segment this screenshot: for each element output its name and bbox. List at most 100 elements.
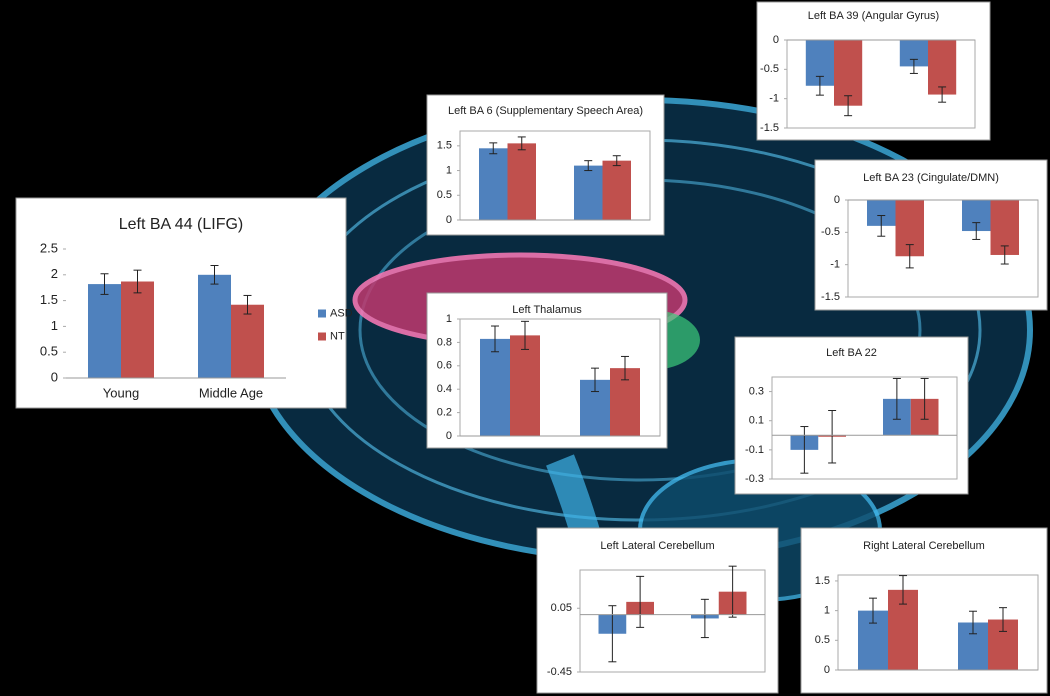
y-tick-label: 0.2: [437, 407, 452, 419]
y-tick-label: 0: [773, 34, 779, 46]
y-tick-label: 1.5: [815, 575, 830, 587]
error-bar: [969, 610, 977, 635]
error-bar: [591, 367, 599, 393]
y-tick-label: -0.5: [821, 226, 840, 238]
error-bar: [700, 598, 709, 639]
error-bar: [909, 58, 918, 74]
y-tick-label: 1.5: [40, 292, 58, 307]
bar: [480, 338, 510, 436]
error-bar: [972, 222, 981, 240]
y-tick-label: 0: [446, 214, 452, 226]
bar: [574, 165, 603, 220]
y-tick-label: 0.4: [437, 383, 452, 395]
y-tick-label: 1: [824, 605, 830, 617]
legend-label: NT: [330, 330, 345, 342]
y-tick-label: 0.3: [749, 385, 764, 397]
y-tick-label: 2.5: [40, 240, 58, 255]
chart-title: Left BA 22: [826, 347, 877, 359]
x-tick-label: Young: [103, 385, 139, 400]
x-tick-label: Middle Age: [199, 385, 263, 400]
error-bar: [905, 244, 914, 269]
error-bar: [869, 597, 877, 624]
error-bar: [521, 320, 529, 350]
bar: [88, 284, 121, 378]
y-tick-label: 2: [51, 266, 58, 281]
y-tick-label: 0.5: [40, 344, 58, 359]
bar: [231, 304, 264, 378]
chart-panel: Left Thalamus 0 0.2 0.4 0.6 0.8 1: [426, 292, 668, 449]
bar: [479, 148, 508, 220]
error-bar: [999, 607, 1007, 632]
y-tick-label: 0.8: [437, 336, 452, 348]
error-bar: [489, 142, 498, 155]
chart-panel: Left BA 23 (Cingulate/DMN) 0 -0.5 -1 -1.5: [814, 159, 1048, 311]
error-bar: [210, 265, 219, 285]
error-bar: [815, 75, 824, 96]
chart-title: Left BA 23 (Cingulate/DMN): [863, 172, 999, 184]
error-bar: [728, 565, 737, 618]
chart-title: Left BA 44 (LIFG): [119, 216, 244, 233]
error-bar: [621, 355, 629, 381]
chart-panel: Left BA 39 (Angular Gyrus) 0 -0.5 -1 -1.5: [756, 1, 991, 141]
bar: [510, 335, 540, 436]
error-bar: [517, 136, 526, 151]
y-tick-label: 1: [446, 313, 452, 325]
chart-panel: Left BA 44 (LIFG) 0 0.5 1 1.5 2 2.5 Young Middle…: [15, 197, 353, 409]
chart-title: Right Lateral Cerebellum: [863, 540, 985, 552]
y-tick-label: -0.5: [760, 63, 779, 75]
error-bar: [1000, 245, 1009, 265]
chart-panel: Left BA 22 -0.3 -0.1 0.1 0.3: [734, 336, 969, 495]
y-tick-label: 0.5: [815, 634, 830, 646]
chart-title: Left BA 6 (Supplementary Speech Area): [448, 105, 643, 117]
error-bar: [491, 325, 499, 353]
plot-frame: [771, 376, 958, 480]
error-bar: [584, 160, 593, 172]
error-bar: [100, 273, 109, 295]
y-tick-label: 1.5: [437, 140, 452, 152]
error-bar: [892, 377, 901, 420]
plot-frame: [579, 569, 766, 673]
error-bar: [612, 155, 621, 167]
y-tick-label: 0.6: [437, 360, 452, 372]
error-bar: [800, 426, 809, 474]
y-tick-label: -0.45: [547, 666, 572, 678]
y-tick-label: 1: [51, 318, 58, 333]
bar: [928, 40, 957, 95]
error-bar: [828, 410, 837, 464]
bar: [121, 281, 154, 378]
chart-panel: Left Lateral Cerebellum 0.05 -0.45: [536, 527, 779, 694]
error-bar: [938, 86, 947, 103]
error-bar: [899, 575, 907, 605]
y-tick-label: -1.5: [821, 291, 840, 303]
y-tick-label: 0.5: [437, 189, 452, 201]
y-tick-label: 0: [834, 194, 840, 206]
legend-swatch: [318, 332, 326, 341]
y-tick-label: -0.3: [745, 473, 764, 485]
error-bar: [636, 575, 645, 628]
legend-swatch: [318, 309, 326, 318]
y-tick-label: -1: [769, 93, 779, 105]
y-tick-label: -0.1: [745, 444, 764, 456]
bar: [507, 143, 536, 220]
y-tick-label: 0: [51, 369, 58, 384]
error-bar: [877, 215, 886, 237]
panel-background: [15, 197, 347, 409]
bar: [834, 40, 863, 106]
y-tick-label: 1: [446, 164, 452, 176]
error-bar: [920, 377, 929, 420]
y-tick-label: 0.1: [749, 415, 764, 427]
legend-label: ASD: [330, 307, 353, 319]
chart-panel: Right Lateral Cerebellum 0 0.5 1 1.5: [800, 527, 1048, 694]
error-bar: [243, 294, 252, 315]
y-tick-label: 0: [446, 430, 452, 442]
y-tick-label: -1.5: [760, 122, 779, 134]
bar: [602, 160, 631, 220]
error-bar: [844, 95, 853, 117]
error-bar: [133, 269, 142, 294]
chart-title: Left Lateral Cerebellum: [600, 540, 714, 552]
y-tick-label: -1: [830, 259, 840, 271]
chart-title: Left BA 39 (Angular Gyrus): [808, 10, 939, 22]
y-tick-label: 0: [824, 664, 830, 676]
